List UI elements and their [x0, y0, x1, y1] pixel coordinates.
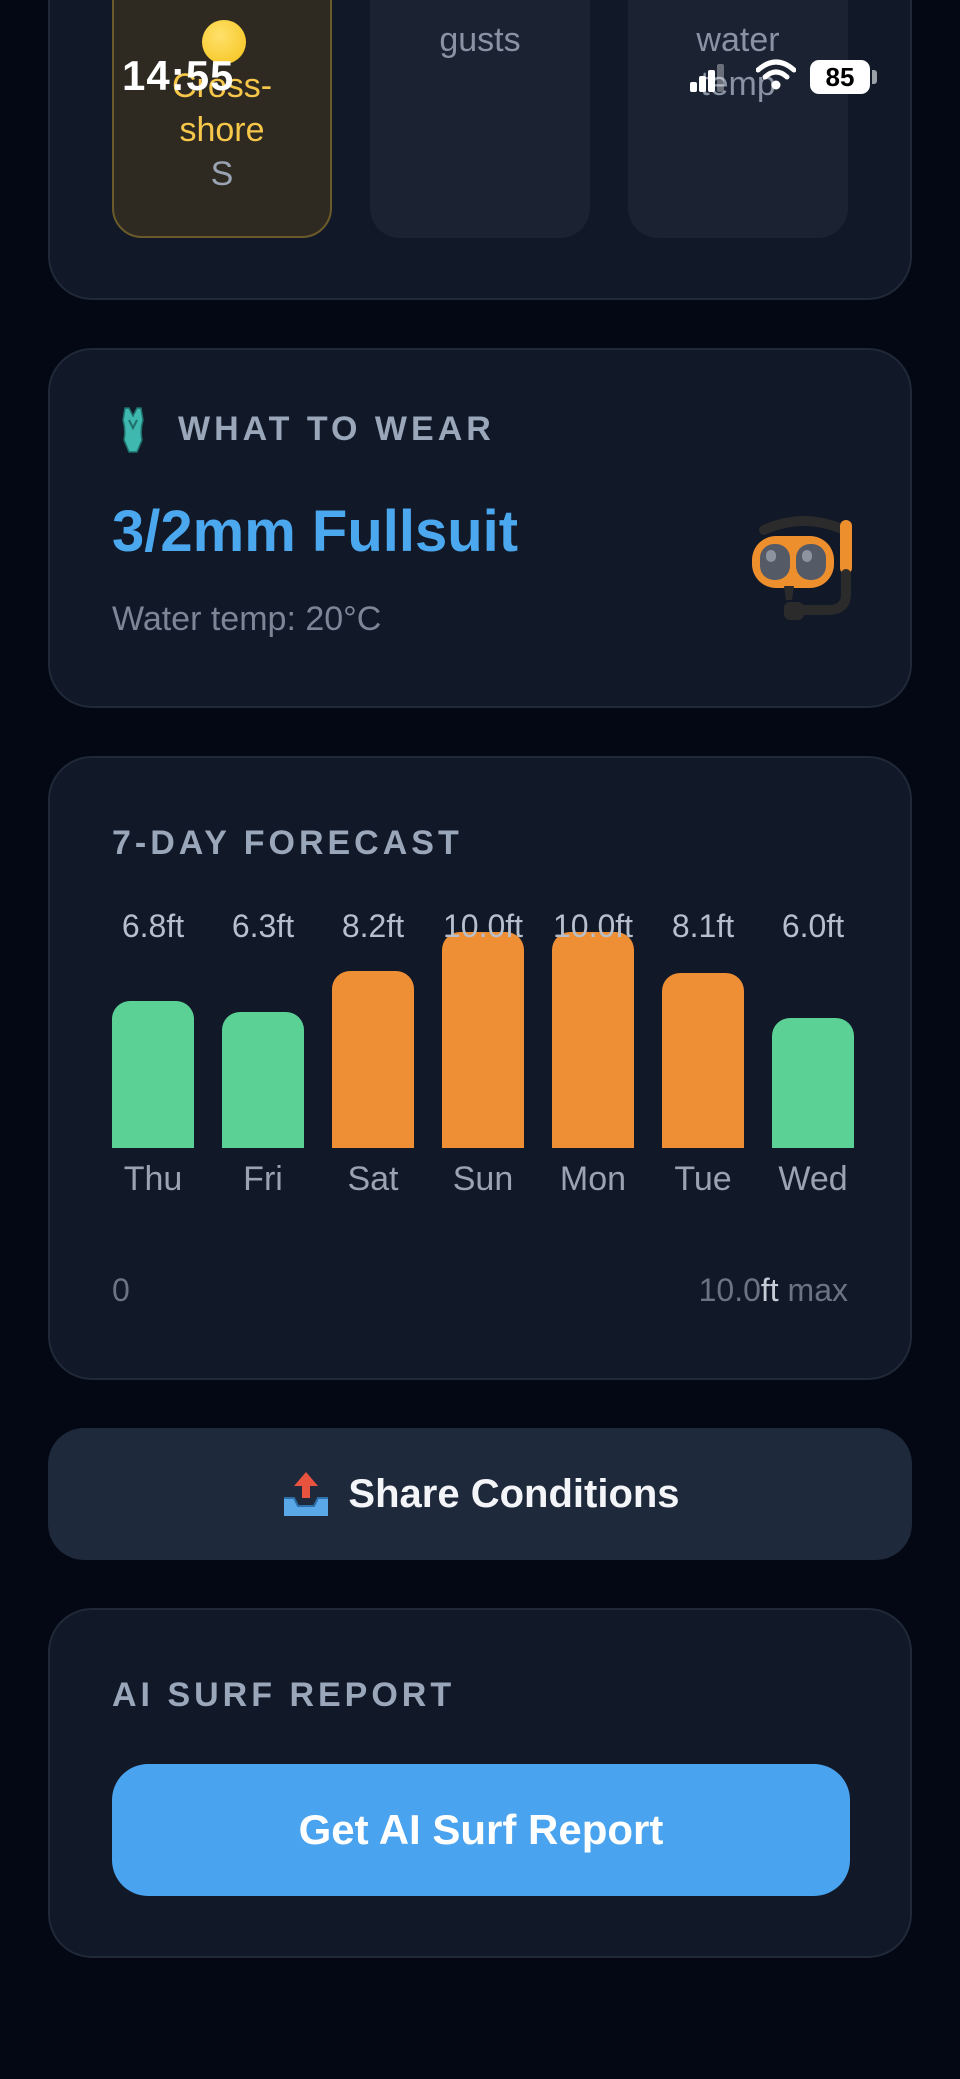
forecast-day-label: Tue: [674, 1160, 732, 1198]
forecast-bar-value: 8.2ft: [341, 908, 405, 944]
forecast-bar-value: 8.1ft: [671, 908, 735, 944]
what-to-wear-card: WHAT TO WEAR 3/2mm Fullsuit Water temp: …: [48, 348, 912, 708]
ai-button-label: Get AI Surf Report: [298, 1806, 664, 1853]
wetsuit-icon: [122, 407, 144, 453]
forecast-day-label: Thu: [123, 1160, 183, 1198]
forecast-bar-chart: 6.8ft Thu 6.3ft Fri 8.2ft Sat 10.0ft Sun 10.0ft M…: [112, 908, 854, 1228]
forecast-bar-value: 10.0ft: [442, 908, 524, 944]
forecast-bar-value: 6.0ft: [781, 908, 845, 944]
ai-surf-report-card: AI SURF REPORT Get AI Surf Report: [48, 1608, 912, 1958]
share-label: Share Conditions: [348, 1471, 680, 1516]
conditions-card: Cross- shore S gusts water temp: [48, 0, 912, 300]
sun-icon: [202, 20, 246, 64]
forecast-bar-value: 6.3ft: [231, 908, 295, 944]
axis-min-label: 0: [112, 1272, 130, 1308]
axis-max-suffix: max: [778, 1272, 848, 1308]
forecast-bar-sun: [442, 932, 524, 1148]
forecast-bar-tue: [662, 973, 744, 1148]
gusts-tile: gusts: [370, 0, 590, 238]
wind-direction: S: [210, 155, 234, 193]
forecast-day-label: Sun: [452, 1160, 514, 1198]
wear-title: WHAT TO WEAR: [178, 410, 495, 448]
axis-max-label: 10.0ft max: [699, 1272, 848, 1309]
forecast-bar-sat: [332, 971, 414, 1148]
water-temp-tile: water temp: [628, 0, 848, 238]
seven-day-forecast-card: 7-DAY FORECAST 6.8ft Thu 6.3ft Fri 8.2ft Sat 1…: [48, 756, 912, 1380]
forecast-bar-wed: [772, 1018, 854, 1148]
forecast-title: 7-DAY FORECAST: [112, 824, 463, 862]
forecast-day-label: Sat: [347, 1160, 399, 1198]
snorkel-mask-icon: [752, 516, 852, 620]
share-conditions-button[interactable]: Share Conditions: [48, 1428, 912, 1560]
wind-tile: Cross- shore S: [112, 0, 332, 238]
get-ai-report-button[interactable]: Get AI Surf Report: [112, 1764, 850, 1896]
forecast-day-label: Wed: [778, 1160, 848, 1198]
water-label: water: [696, 21, 780, 59]
forecast-bar-fri: [222, 1012, 304, 1148]
forecast-day-label: Mon: [559, 1160, 627, 1198]
status-time: 14:55: [122, 52, 235, 99]
battery-cap: [872, 70, 877, 84]
forecast-day-label: Fri: [243, 1160, 283, 1198]
forecast-bar-value: 6.8ft: [121, 908, 185, 944]
gusts-label: gusts: [439, 21, 521, 59]
water-temp-text: Water temp: 20°C: [112, 600, 382, 638]
battery-icon: 85: [810, 60, 870, 94]
axis-max-value: 10.0: [698, 1272, 761, 1308]
axis-max-unit: ft: [760, 1272, 779, 1308]
forecast-bar-thu: [112, 1001, 194, 1148]
wetsuit-recommendation: 3/2mm Fullsuit: [112, 499, 519, 564]
outbox-tray-icon: [284, 1472, 329, 1516]
signal-icon: [690, 62, 724, 92]
wind-type: Cross- shore: [171, 67, 273, 149]
forecast-bar-value: 10.0ft: [552, 908, 634, 944]
forecast-bar-mon: [552, 932, 634, 1148]
wifi-icon: [756, 59, 796, 90]
ai-report-title: AI SURF REPORT: [112, 1676, 456, 1714]
